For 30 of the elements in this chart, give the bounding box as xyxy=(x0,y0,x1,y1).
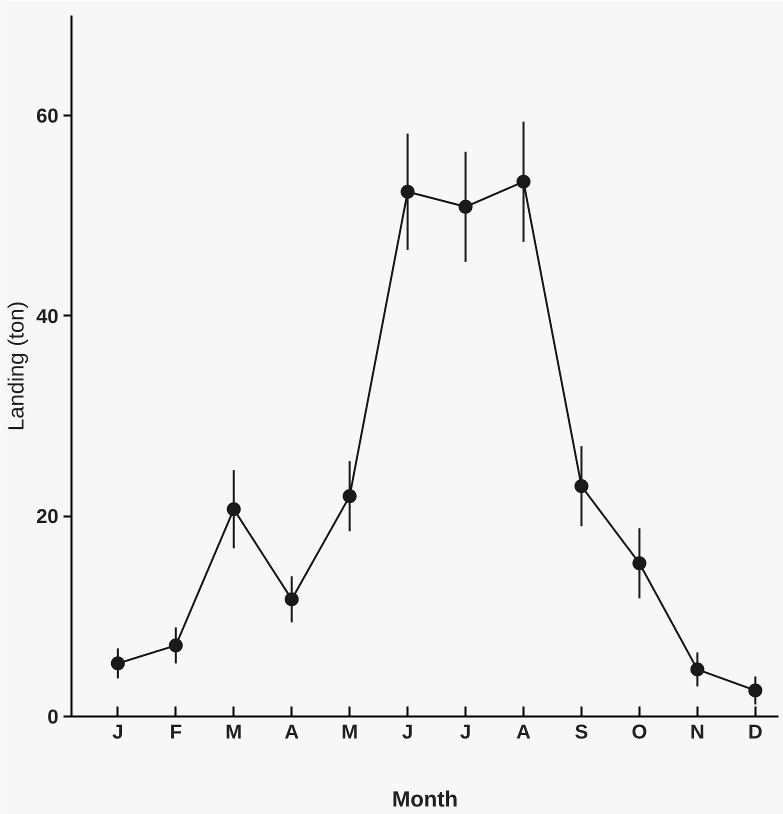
x-axis-title: Month xyxy=(392,786,458,812)
point xyxy=(284,592,299,606)
x-tick-label: D xyxy=(748,722,763,744)
point xyxy=(458,200,473,214)
x-tick-label: O xyxy=(632,722,648,744)
x-tick-label: A xyxy=(284,722,299,744)
point xyxy=(632,556,646,570)
x-tick-label: S xyxy=(574,722,588,744)
y-tick-label: 0 xyxy=(47,706,58,728)
x-tick-label: M xyxy=(341,722,358,744)
point xyxy=(342,489,357,504)
point xyxy=(400,184,415,199)
x-tick-label: J xyxy=(112,722,124,744)
x-tick-label: A xyxy=(516,722,531,744)
y-tick-label: 20 xyxy=(36,506,59,528)
y-tick-label: 60 xyxy=(36,106,59,128)
x-tick-label: J xyxy=(402,722,414,744)
point xyxy=(226,502,241,516)
x-tick-label: J xyxy=(460,722,472,744)
x-tick-label: M xyxy=(225,722,242,744)
y-axis-title: Landing (ton) xyxy=(3,301,28,431)
point xyxy=(168,638,183,652)
point xyxy=(516,174,531,189)
y-tick-label: 40 xyxy=(36,306,59,328)
point xyxy=(574,479,588,494)
x-tick-label: N xyxy=(690,722,705,744)
point xyxy=(110,656,125,670)
point xyxy=(690,662,704,676)
point xyxy=(748,683,762,698)
x-tick-label: F xyxy=(170,722,182,744)
